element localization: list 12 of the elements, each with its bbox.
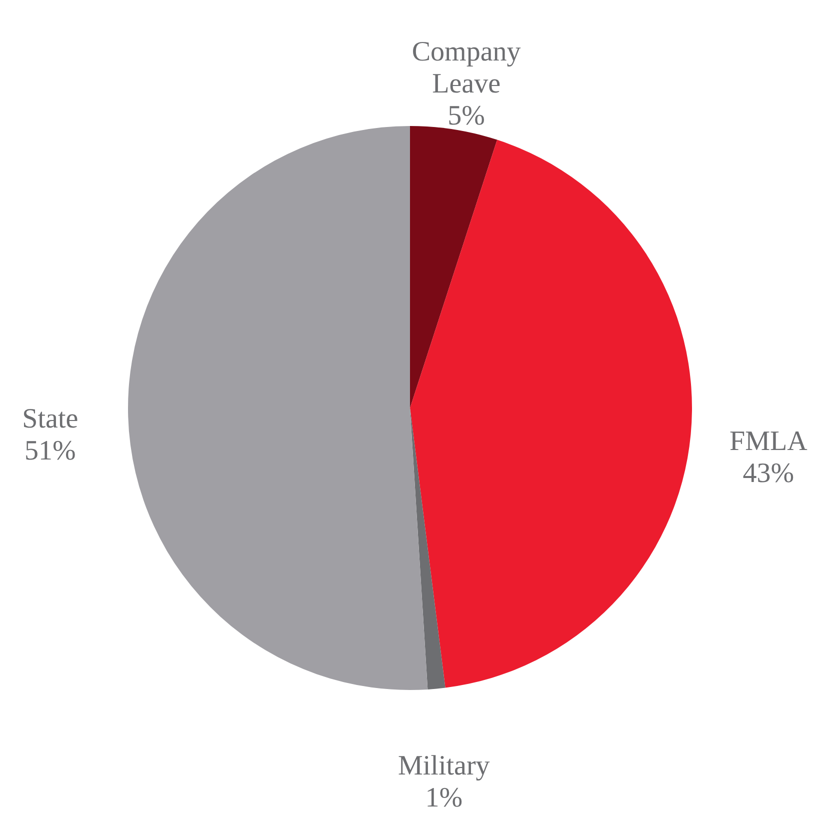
data-label: 51% bbox=[24, 435, 76, 466]
data-label: 43% bbox=[742, 458, 794, 489]
slice-label: FMLA bbox=[730, 426, 808, 457]
pie-slice bbox=[128, 126, 428, 690]
pie-slice bbox=[410, 140, 692, 688]
slice-label: Military bbox=[398, 750, 490, 782]
pie-slice bbox=[410, 126, 498, 408]
data-label: 5% bbox=[448, 100, 485, 132]
data-label: 1% bbox=[425, 782, 463, 814]
pie-slice bbox=[410, 408, 446, 690]
slice-label: Company Leave bbox=[412, 36, 521, 100]
slice-label: State bbox=[22, 403, 78, 434]
